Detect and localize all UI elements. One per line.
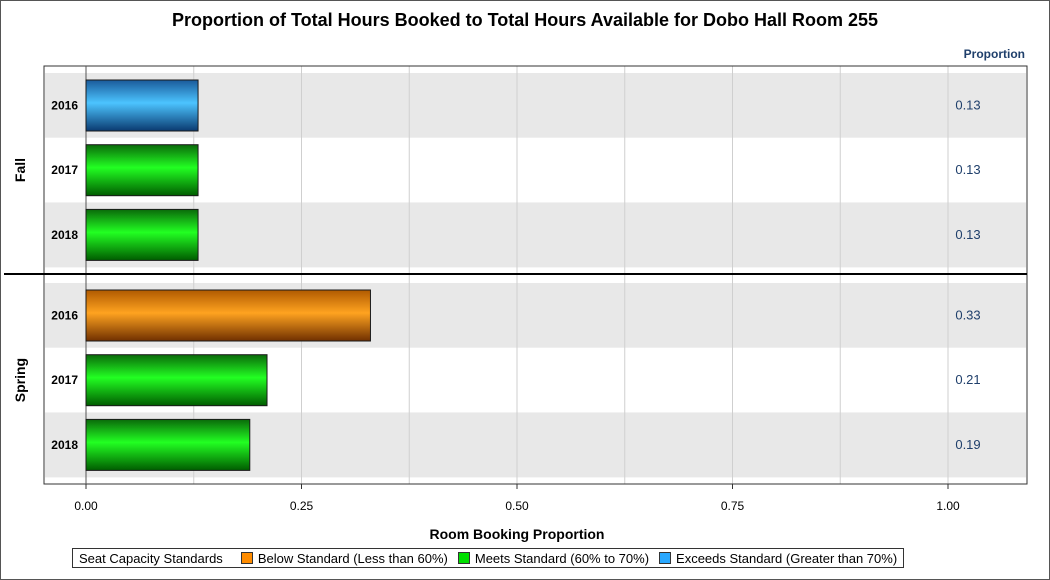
legend-label-exceeds: Exceeds Standard (Greater than 70%) xyxy=(676,550,898,566)
x-tick-label: 0.75 xyxy=(721,499,745,513)
x-tick-label: 0.00 xyxy=(74,499,98,513)
row-band xyxy=(45,137,1026,203)
group-label-fall: Fall xyxy=(12,158,28,182)
value-label: 0.19 xyxy=(955,437,980,452)
category-label: 2017 xyxy=(51,163,78,177)
category-label: 2018 xyxy=(51,438,78,452)
category-label: 2016 xyxy=(51,99,78,113)
legend-title: Seat Capacity Standards xyxy=(79,550,223,566)
bar-spring-2017 xyxy=(85,354,268,407)
plot-area: 0.00 0.25 0.50 0.75 1.00 Fall 2016 0.13 2017 0.13… xyxy=(4,65,1028,513)
x-tick-label: 1.00 xyxy=(936,499,960,513)
legend-item-below: Below Standard (Less than 60%) xyxy=(240,550,448,566)
bar-fall-2016 xyxy=(85,79,199,132)
bar-fall-2018 xyxy=(85,208,199,261)
bar-fall-2017 xyxy=(85,144,199,197)
row-band xyxy=(45,73,1026,138)
chart-title: Proportion of Total Hours Booked to Tota… xyxy=(171,10,879,30)
category-label: 2018 xyxy=(51,228,78,242)
legend-item-exceeds: Exceeds Standard (Greater than 70%) xyxy=(659,551,897,566)
legend: Seat Capacity Standards Below Standard (… xyxy=(72,548,905,568)
value-label: 0.21 xyxy=(955,372,980,387)
bar-spring-2016 xyxy=(85,289,371,342)
legend-swatch-meets xyxy=(457,552,470,564)
legend-swatch-exceeds xyxy=(659,552,672,564)
x-axis-label: Room Booking Proportion xyxy=(429,526,605,542)
legend-label-meets: Meets Standard (60% to 70%) xyxy=(474,550,650,566)
value-label: 0.13 xyxy=(955,162,980,177)
bar-spring-2018 xyxy=(85,418,251,471)
group-label-spring: Spring xyxy=(12,358,28,402)
x-tick-label: 0.25 xyxy=(290,499,314,513)
legend-swatch-below xyxy=(240,552,253,564)
category-label: 2017 xyxy=(51,373,78,387)
legend-label-below: Below Standard (Less than 60%) xyxy=(257,550,448,566)
category-label: 2016 xyxy=(51,309,78,323)
value-label: 0.13 xyxy=(955,98,980,113)
value-column-header: Proportion xyxy=(963,47,1025,61)
row-band xyxy=(45,202,1026,268)
x-tick-label: 0.50 xyxy=(505,499,529,513)
value-label: 0.13 xyxy=(955,227,980,242)
legend-item-meets: Meets Standard (60% to 70%) xyxy=(457,550,650,566)
value-label: 0.33 xyxy=(955,308,980,323)
